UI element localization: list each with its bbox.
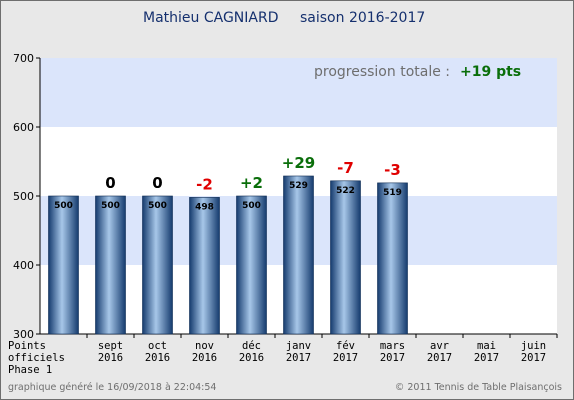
x-tick-label: 2017	[474, 352, 499, 364]
bar-value-label: 519	[383, 188, 402, 198]
bar-value-label: 500	[242, 201, 261, 211]
x-tick-label: déc	[242, 340, 261, 352]
background-band	[40, 58, 557, 127]
bar-value-label: 529	[289, 181, 308, 191]
progression-value: +19 pts	[460, 64, 521, 80]
chart-title-season: saison 2016-2017	[300, 10, 425, 26]
bar	[142, 195, 173, 335]
delta-label: +2	[240, 174, 263, 192]
bar-value-label: 498	[195, 202, 214, 212]
x-tick-label: sept	[98, 340, 123, 352]
footer-copyright: © 2011 Tennis de Table Plaisançois	[395, 382, 562, 393]
x-tick-label: Phase 1	[8, 364, 52, 376]
delta-label: 0	[105, 174, 115, 192]
x-tick-label: janv	[286, 340, 311, 352]
bar-value-label: 500	[54, 201, 73, 211]
bar	[377, 182, 408, 335]
footer-generated: graphique généré le 16/09/2018 à 22:04:5…	[8, 382, 216, 393]
x-tick-label: 2017	[521, 352, 546, 364]
x-tick-label: 2016	[98, 352, 123, 364]
bar	[330, 180, 361, 335]
progression-label: progression totale :	[314, 64, 450, 80]
bar	[48, 195, 79, 335]
bar-value-label: 500	[101, 201, 120, 211]
delta-label: 0	[152, 174, 162, 192]
x-tick-label: 2016	[239, 352, 264, 364]
x-tick-label: mai	[477, 340, 496, 352]
delta-label: -2	[196, 175, 213, 193]
axes: 300 400 500 600 700	[13, 52, 558, 341]
x-tick-label: 2017	[333, 352, 358, 364]
x-tick-label: 2017	[286, 352, 311, 364]
y-tick-label: 500	[13, 190, 34, 203]
x-tick-label: officiels	[8, 352, 65, 364]
x-tick-label: oct	[148, 340, 167, 352]
bar	[283, 175, 314, 335]
x-tick-label: 2016	[192, 352, 217, 364]
x-tick-label: 2016	[145, 352, 170, 364]
bar-value-label: 500	[148, 201, 167, 211]
y-tick-label: 400	[13, 259, 34, 272]
delta-label: -7	[337, 159, 354, 177]
x-tick-label: nov	[195, 340, 214, 352]
chart-title-name: Mathieu CAGNIARD	[143, 10, 279, 26]
bars	[48, 175, 408, 335]
y-tick-label: 300	[13, 328, 34, 341]
x-tick-label: 2017	[427, 352, 452, 364]
x-tick-label: 2017	[380, 352, 405, 364]
x-tick-label: avr	[430, 340, 449, 352]
y-tick-label: 600	[13, 121, 34, 134]
bar	[236, 195, 267, 335]
delta-label: -3	[384, 161, 401, 179]
y-tick-label: 700	[13, 52, 34, 65]
bar	[95, 195, 126, 335]
bar	[189, 197, 220, 335]
x-tick-label: mars	[380, 340, 405, 352]
x-tick-label: juin	[521, 340, 546, 352]
x-tick-label: Points	[8, 340, 46, 352]
delta-label: +29	[282, 154, 315, 172]
x-tick-label: fév	[336, 340, 355, 352]
bar-value-label: 522	[336, 186, 355, 196]
